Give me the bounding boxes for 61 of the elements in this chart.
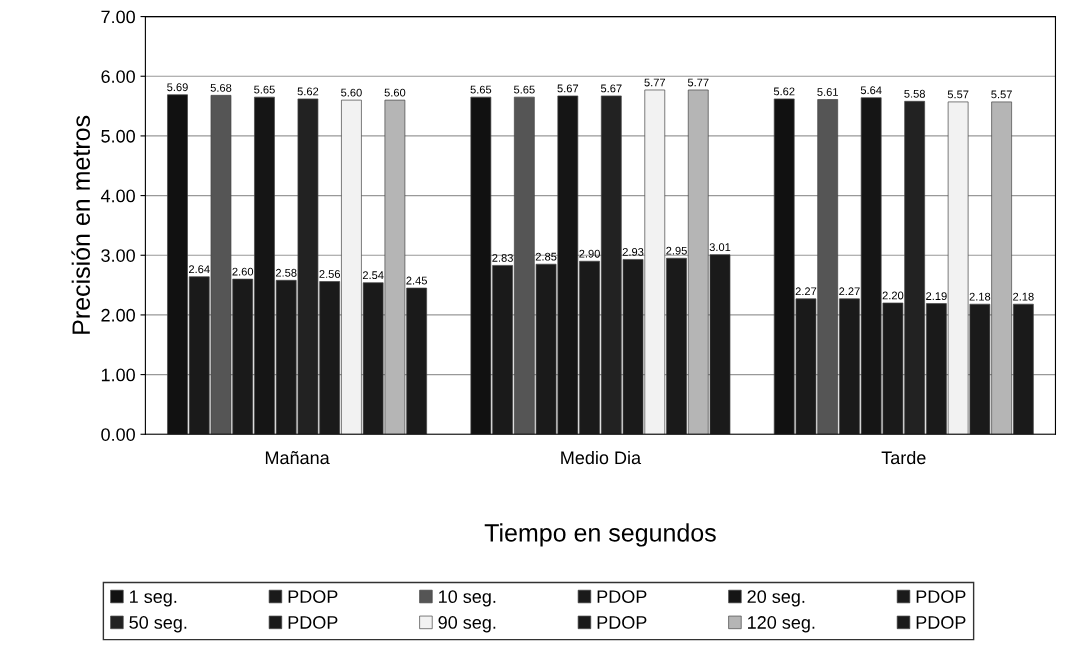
data-label: 5.65 [513, 85, 535, 94]
legend-label: 90 seg. [438, 616, 496, 633]
data-label: 2.20 [882, 291, 904, 300]
data-label: 2.93 [622, 247, 644, 256]
data-label: 5.67 [557, 84, 579, 93]
data-label: 5.67 [600, 84, 622, 93]
y-tick-label: 2.00 [101, 308, 135, 322]
x-tick-label: Medio Dia [561, 450, 642, 465]
data-label: 5.77 [644, 78, 666, 87]
data-label: 5.60 [384, 88, 406, 97]
legend-label: PDOP [916, 590, 966, 604]
legend-label: PDOP [288, 616, 338, 629]
data-label: 2.60 [232, 267, 254, 276]
x-tick-label: Mañana [265, 451, 330, 465]
data-label: 2.54 [362, 271, 384, 280]
legend-label: PDOP [597, 590, 647, 604]
data-label: 5.69 [167, 83, 188, 92]
y-tick-label: 7.00 [101, 10, 135, 24]
data-label: 5.77 [687, 78, 709, 87]
legend-label: PDOP [916, 616, 966, 629]
data-label: 2.27 [839, 287, 860, 296]
data-label: 2.27 [795, 287, 817, 296]
data-label: 5.68 [210, 83, 232, 92]
data-label: 5.64 [860, 86, 882, 95]
data-label: 5.62 [773, 87, 795, 96]
legend-label: 50 seg. [129, 616, 187, 633]
data-label: 2.85 [535, 252, 557, 261]
legend-label: 1 seg. [130, 590, 177, 607]
y-tick-label: 4.00 [100, 189, 135, 203]
legend-label: 120 seg. [748, 616, 815, 633]
y-axis-title: Precisión en metros [71, 115, 91, 334]
data-label: 2.58 [275, 268, 297, 277]
data-label: 2.90 [579, 249, 600, 258]
legend-label: PDOP [597, 616, 647, 629]
legend-label: 10 seg. [439, 590, 496, 607]
data-label: 2.64 [188, 265, 210, 274]
data-label: 2.95 [666, 246, 687, 255]
data-label: 5.65 [254, 85, 275, 94]
y-tick-label: 0.00 [101, 428, 135, 441]
data-label: 2.19 [926, 292, 947, 300]
y-tick-label: 1.00 [101, 368, 135, 382]
y-tick-label: 3.00 [101, 249, 135, 262]
data-label: 5.65 [470, 85, 492, 94]
data-label: 2.18 [1013, 292, 1034, 301]
data-label: 5.57 [947, 90, 969, 99]
data-label: 2.45 [406, 276, 427, 285]
data-label: 5.57 [991, 90, 1012, 99]
x-tick-label: Tarde [881, 450, 926, 465]
data-label: 2.83 [492, 253, 513, 262]
data-label: 3.01 [709, 243, 731, 252]
data-label: 2.56 [319, 270, 341, 278]
x-axis-title: Tiempo en segundos [484, 523, 716, 547]
data-label: 5.62 [297, 87, 319, 96]
y-tick-label: 5.00 [101, 129, 135, 143]
y-tick-label: 6.00 [101, 70, 135, 83]
data-label: 5.58 [904, 89, 925, 98]
legend-label: PDOP [288, 590, 338, 604]
data-label: 5.61 [817, 88, 838, 96]
data-label: 5.60 [341, 88, 362, 97]
data-label: 2.18 [969, 292, 991, 301]
legend-label: 20 seg. [747, 590, 805, 607]
